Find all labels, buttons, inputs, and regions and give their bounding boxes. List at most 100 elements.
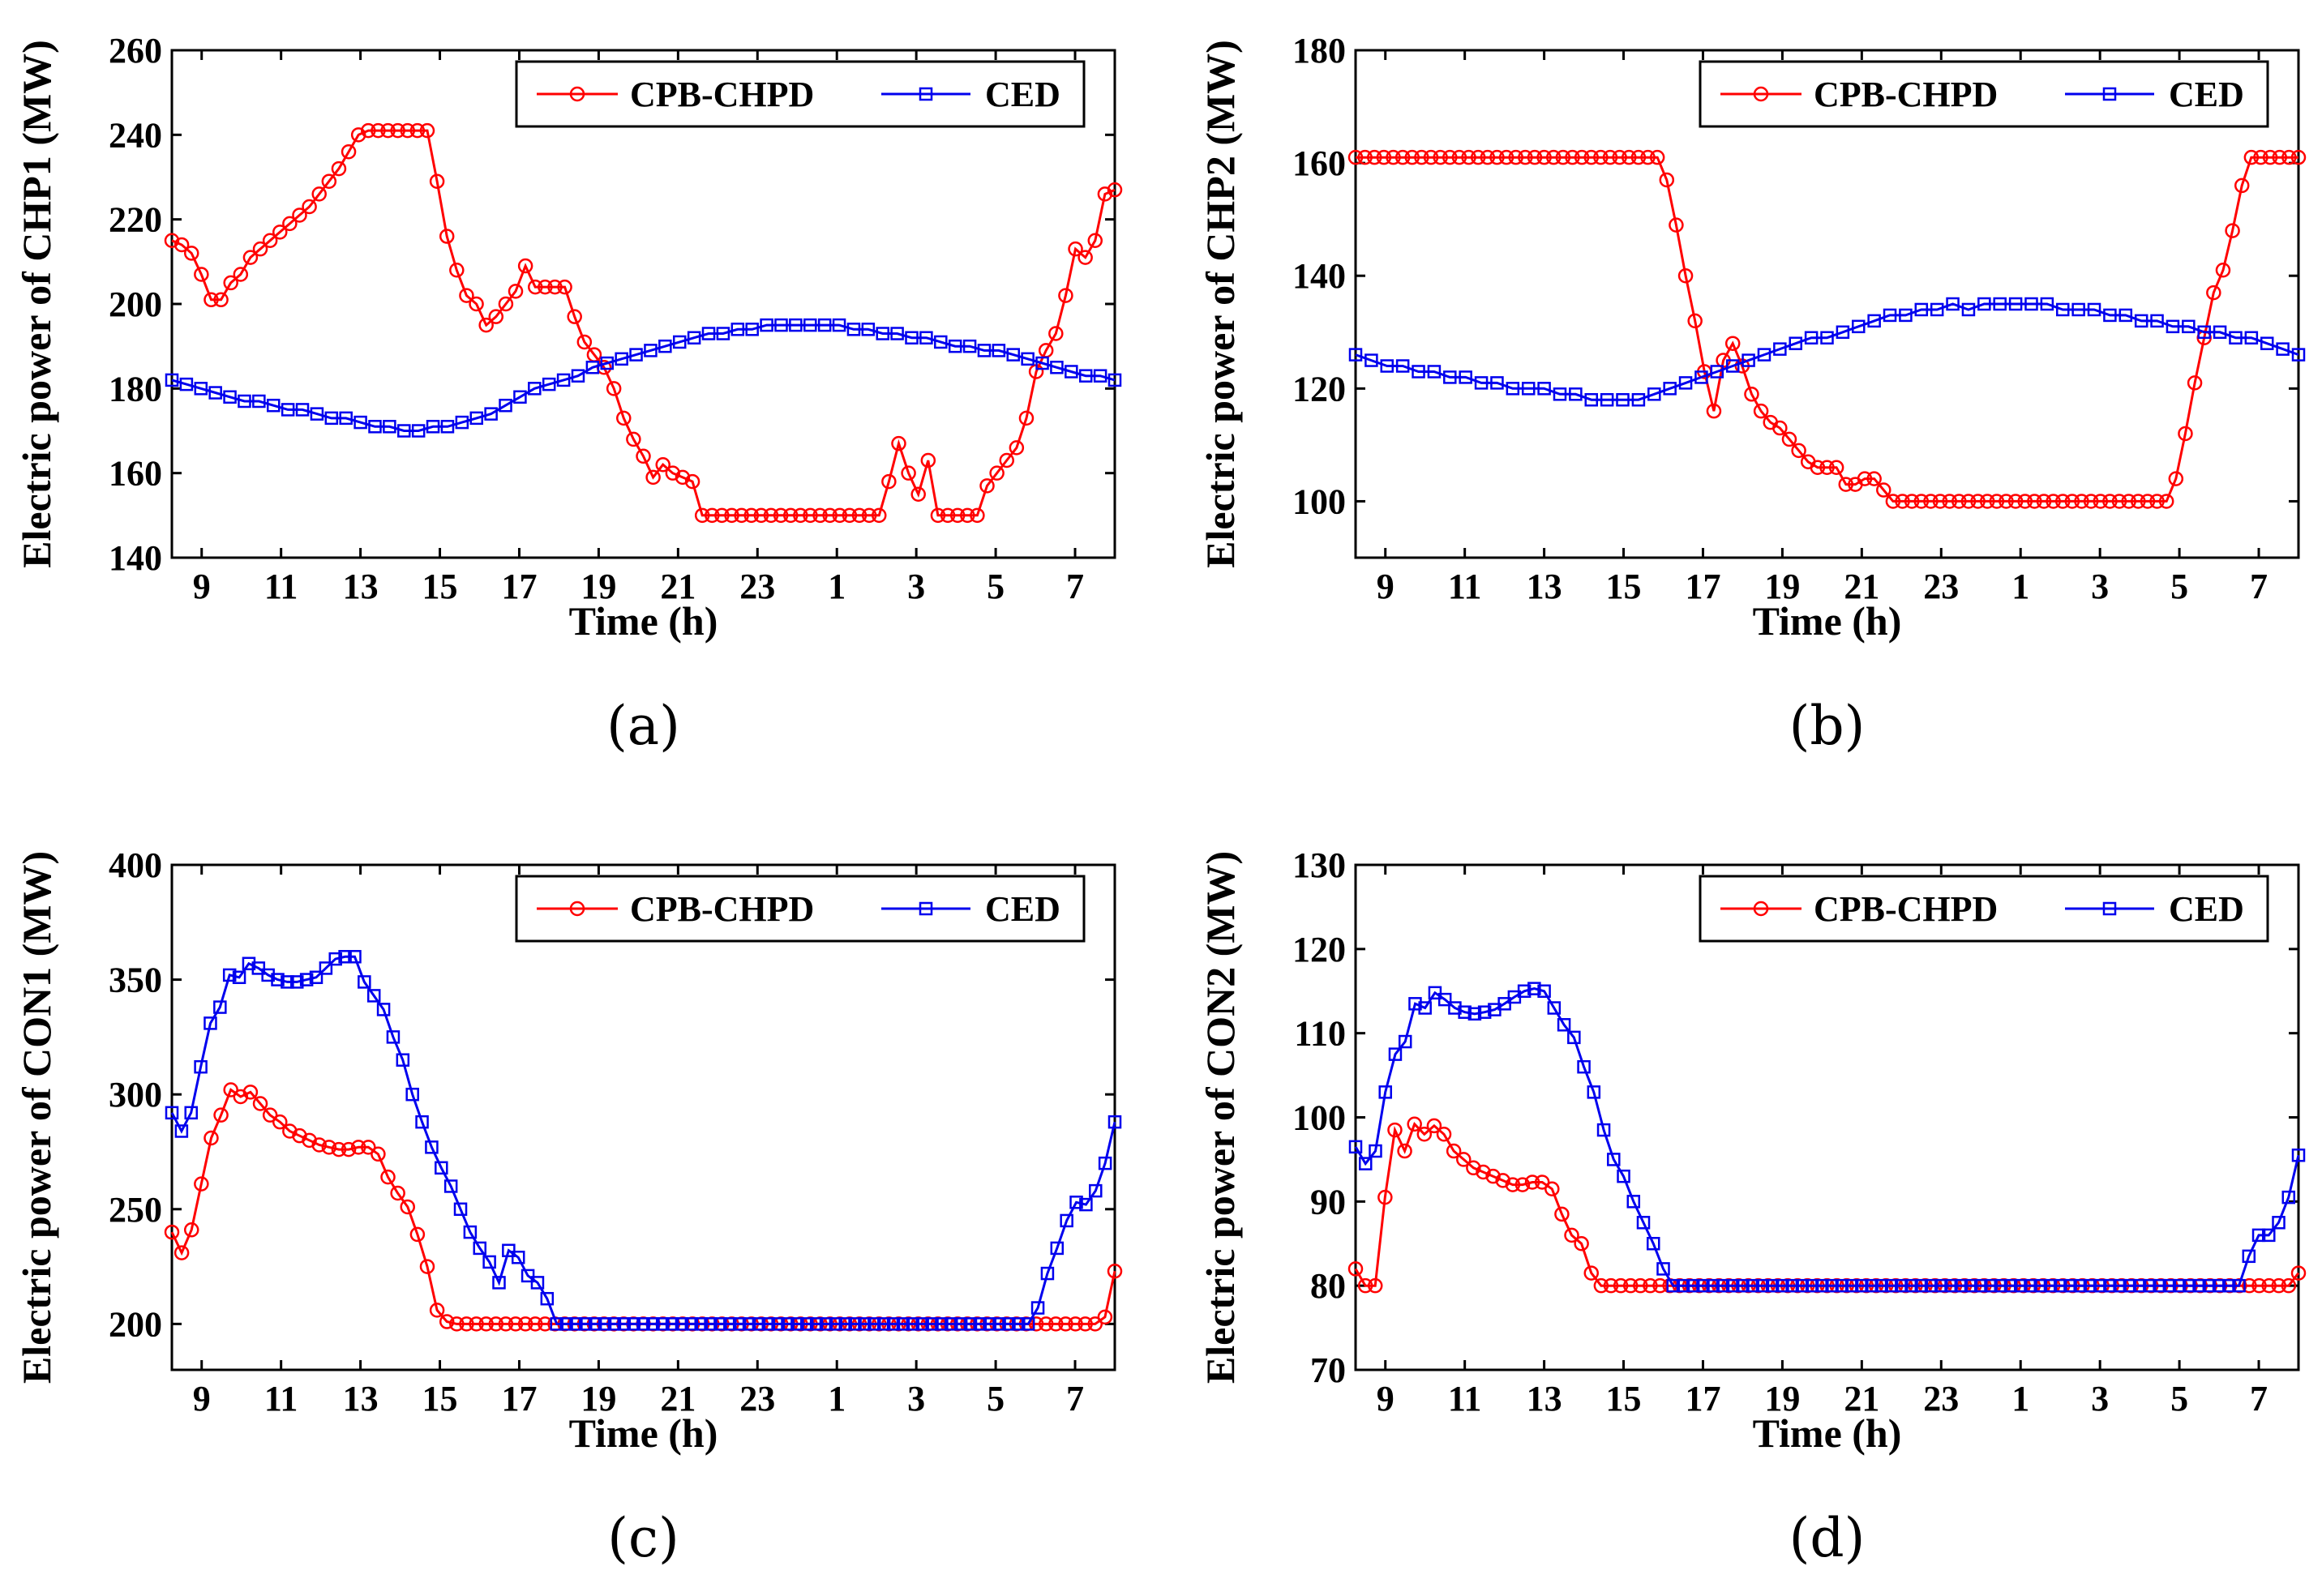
data-point bbox=[439, 229, 455, 244]
data-point bbox=[600, 356, 615, 370]
data-point bbox=[905, 331, 919, 344]
data-point bbox=[675, 469, 691, 486]
legend-marker-ced bbox=[919, 901, 933, 916]
data-point bbox=[498, 296, 514, 312]
data-point bbox=[713, 1317, 727, 1331]
data-point bbox=[513, 390, 527, 404]
data-point bbox=[1388, 1047, 1403, 1061]
data-point bbox=[1364, 353, 1378, 367]
data-point bbox=[1068, 241, 1083, 257]
data-point bbox=[2281, 1277, 2297, 1294]
panel-label: (a) bbox=[606, 695, 680, 757]
data-point bbox=[2056, 302, 2070, 317]
x-axis-label: Time (h) bbox=[569, 1410, 718, 1456]
x-tick-label: 23 bbox=[739, 567, 775, 606]
data-point bbox=[350, 127, 366, 143]
x-axis-label: Time (h) bbox=[1753, 1410, 1902, 1456]
data-point bbox=[753, 507, 769, 524]
data-point bbox=[760, 318, 773, 332]
data-point bbox=[1810, 460, 1826, 475]
data-point bbox=[732, 1317, 747, 1331]
data-point bbox=[2276, 342, 2290, 356]
data-point bbox=[1852, 319, 1866, 334]
data-point bbox=[290, 975, 304, 989]
data-point bbox=[2083, 494, 2099, 509]
data-point bbox=[761, 1317, 776, 1331]
data-point bbox=[409, 1226, 426, 1243]
data-point bbox=[745, 323, 759, 336]
data-point bbox=[1574, 149, 1590, 165]
x-tick-label: 15 bbox=[1606, 567, 1642, 606]
data-point bbox=[1461, 149, 1476, 165]
data-point bbox=[2168, 471, 2184, 486]
data-point bbox=[861, 507, 877, 524]
data-point bbox=[588, 1317, 602, 1331]
x-tick-label: 21 bbox=[660, 567, 696, 606]
data-point bbox=[1607, 1153, 1621, 1166]
data-point bbox=[429, 1303, 445, 1318]
data-point bbox=[1569, 387, 1583, 401]
data-point bbox=[1630, 149, 1647, 165]
data-point bbox=[2243, 149, 2260, 165]
data-point bbox=[213, 292, 229, 308]
data-point bbox=[949, 507, 966, 524]
data-point bbox=[704, 1317, 718, 1331]
data-point bbox=[383, 420, 396, 434]
y-tick-label: 90 bbox=[1310, 1182, 1346, 1222]
data-point bbox=[1923, 494, 1939, 509]
plot-frame bbox=[1354, 49, 2300, 559]
data-point bbox=[498, 1316, 514, 1332]
data-point bbox=[1490, 376, 1504, 390]
series-line bbox=[1354, 1122, 2300, 1287]
data-point bbox=[2290, 149, 2307, 165]
x-axis-label: Time (h) bbox=[569, 598, 718, 644]
data-point bbox=[1789, 336, 1802, 350]
x-tick-label: 23 bbox=[739, 1379, 775, 1418]
data-point bbox=[208, 386, 222, 400]
y-tick-label: 80 bbox=[1310, 1266, 1346, 1306]
x-tick-label: 1 bbox=[2011, 1379, 2029, 1418]
data-point bbox=[1466, 1160, 1481, 1176]
data-point bbox=[397, 424, 411, 438]
data-point bbox=[1857, 471, 1873, 486]
data-point bbox=[1098, 1156, 1112, 1170]
data-point bbox=[819, 1317, 833, 1331]
series-line bbox=[170, 1088, 1116, 1325]
data-point bbox=[2172, 1278, 2187, 1293]
data-point bbox=[1883, 308, 1897, 323]
data-point bbox=[376, 1003, 391, 1016]
data-point bbox=[790, 1317, 804, 1331]
y-tick-label: 70 bbox=[1310, 1350, 1346, 1390]
plot-frame bbox=[170, 863, 1116, 1371]
data-point bbox=[440, 420, 455, 434]
y-tick-label: 240 bbox=[109, 115, 162, 155]
data-point bbox=[1485, 1168, 1501, 1184]
data-point bbox=[261, 968, 275, 982]
data-point bbox=[1819, 460, 1835, 475]
data-point bbox=[272, 225, 288, 240]
data-point bbox=[2134, 314, 2148, 328]
data-point bbox=[925, 1317, 939, 1331]
data-point bbox=[1706, 1278, 1720, 1293]
data-point bbox=[390, 1185, 405, 1201]
data-point bbox=[1773, 342, 1787, 356]
data-point bbox=[1622, 149, 1637, 165]
data-point bbox=[1804, 331, 1819, 344]
data-point bbox=[1555, 149, 1571, 165]
data-point bbox=[223, 275, 238, 291]
data-point bbox=[1904, 494, 1920, 509]
data-point bbox=[999, 452, 1014, 469]
data-point bbox=[499, 398, 512, 413]
x-tick-label: 21 bbox=[660, 1379, 696, 1418]
data-point bbox=[321, 1140, 337, 1155]
x-tick-label: 11 bbox=[1448, 1379, 1482, 1418]
data-point bbox=[2053, 1278, 2067, 1293]
data-point bbox=[977, 344, 992, 357]
data-point bbox=[629, 348, 643, 362]
data-point bbox=[1577, 1059, 1591, 1074]
data-point bbox=[803, 318, 817, 332]
data-point bbox=[2024, 297, 2038, 311]
data-point bbox=[1078, 369, 1093, 383]
data-point bbox=[1048, 326, 1064, 341]
data-point bbox=[165, 373, 179, 387]
